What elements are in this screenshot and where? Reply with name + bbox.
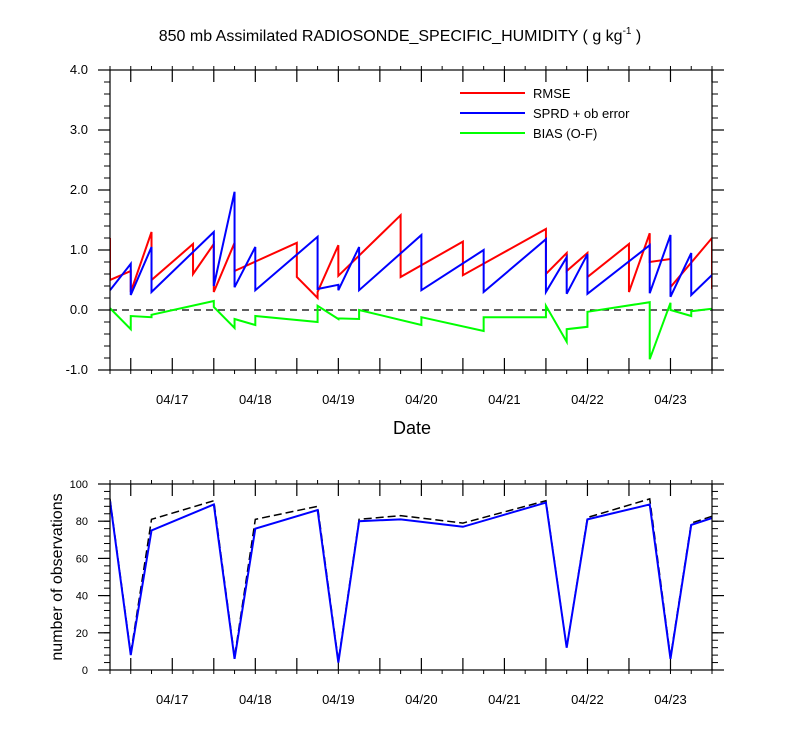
x-tick-label: 04/19 [322,392,355,407]
y-axis-label-observations: number of observations [49,493,66,660]
series-line-bias-o-f [110,299,712,360]
y-tick-label: 60 [76,553,88,565]
figure-title: 850 mb Assimilated RADIOSONDE_SPECIFIC_H… [159,26,642,45]
x-tick-label: 04/21 [488,392,521,407]
y-tick-label: 3.0 [70,122,88,137]
top-plot-frame [109,69,713,371]
x-tick-label: 04/18 [239,692,272,707]
series-line-rmse [110,212,712,301]
legend-label: SPRD + ob error [533,106,630,121]
y-tick-label: 0.0 [70,302,88,317]
y-tick-label: 20 [76,628,88,640]
x-tick-label: 04/23 [654,692,687,707]
x-tick-label: 04/20 [405,692,438,707]
series-line-observations-assimilated [110,500,712,663]
legend: RMSE SPRD + ob error BIAS (O-F) [460,86,630,141]
y-tick-label: 1.0 [70,242,88,257]
x-tick-label: 04/22 [571,392,604,407]
x-tick-label: 04/20 [405,392,438,407]
bottom-plot-frame [109,483,713,671]
x-axis-label: Date [393,418,431,438]
legend-label: RMSE [533,86,571,101]
y-tick-label: 4.0 [70,62,88,77]
x-tick-label: 04/17 [156,392,189,407]
x-tick-label: 04/19 [322,692,355,707]
x-tick-label: 04/18 [239,392,272,407]
bottom-chart-panel: 04/17 04/18 04/19 04/20 04/21 04/22 04/23 0 20 40… [49,479,724,707]
y-tick-label: 40 [76,591,88,603]
y-tick-label: 100 [70,479,88,491]
y-tick-label: 0 [82,665,88,677]
x-tick-label: 04/17 [156,692,189,707]
y-tick-label: -1.0 [66,362,88,377]
y-tick-label: 80 [76,516,88,528]
x-tick-label: 04/22 [571,692,604,707]
top-chart-panel: 04/17 04/18 04/19 04/20 04/21 04/22 04/23 -1.0 0… [66,62,724,438]
y-tick-label: 2.0 [70,182,88,197]
legend-label: BIAS (O-F) [533,126,597,141]
x-tick-label: 04/21 [488,692,521,707]
x-tick-label: 04/23 [654,392,687,407]
series-line-sprd-ob-error [110,191,712,298]
